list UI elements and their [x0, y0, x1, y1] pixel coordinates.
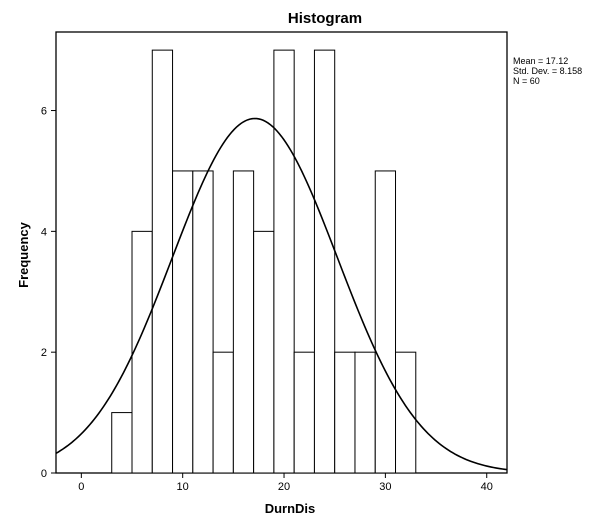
stats-mean: Mean = 17.12	[513, 56, 568, 66]
y-tick-label: 6	[41, 106, 47, 118]
normal-curve	[55, 117, 508, 471]
x-tick-label: 20	[278, 481, 290, 493]
histogram-bar	[395, 351, 417, 474]
histogram-bar	[131, 230, 153, 474]
stats-n: N = 60	[513, 76, 540, 86]
histogram-bar	[111, 412, 133, 474]
histogram-bar	[334, 351, 356, 474]
y-axis-label: Frequency	[16, 221, 31, 288]
chart-title: Histogram	[288, 10, 362, 27]
x-tick-label: 0	[78, 481, 84, 493]
y-tick-label: 2	[41, 347, 47, 359]
x-tick-label: 30	[379, 481, 391, 493]
histogram-bar	[212, 351, 234, 474]
histogram-bar	[192, 170, 214, 474]
y-tick-label: 0	[41, 468, 47, 480]
y-tick-label: 4	[41, 226, 47, 238]
plot-area: 0 10 20 30 40 0 2 4 6	[41, 31, 508, 493]
stats-std-dev: Std. Dev. = 8.158	[513, 66, 582, 76]
histogram-bar	[232, 170, 255, 474]
x-tick-label: 10	[177, 481, 189, 493]
histogram-bar	[313, 49, 336, 474]
histogram-bar	[374, 170, 397, 474]
histogram-bar	[151, 49, 174, 474]
x-tick-label: 40	[481, 481, 493, 493]
x-axis-label: DurnDis	[265, 501, 316, 516]
histogram-bar	[273, 49, 295, 474]
stats-legend: Mean = 17.12 Std. Dev. = 8.158 N = 60	[513, 56, 582, 86]
histogram-bar	[172, 170, 194, 474]
histogram-bar	[293, 351, 315, 474]
histogram-bar	[253, 230, 275, 474]
histogram-bar	[354, 351, 376, 474]
